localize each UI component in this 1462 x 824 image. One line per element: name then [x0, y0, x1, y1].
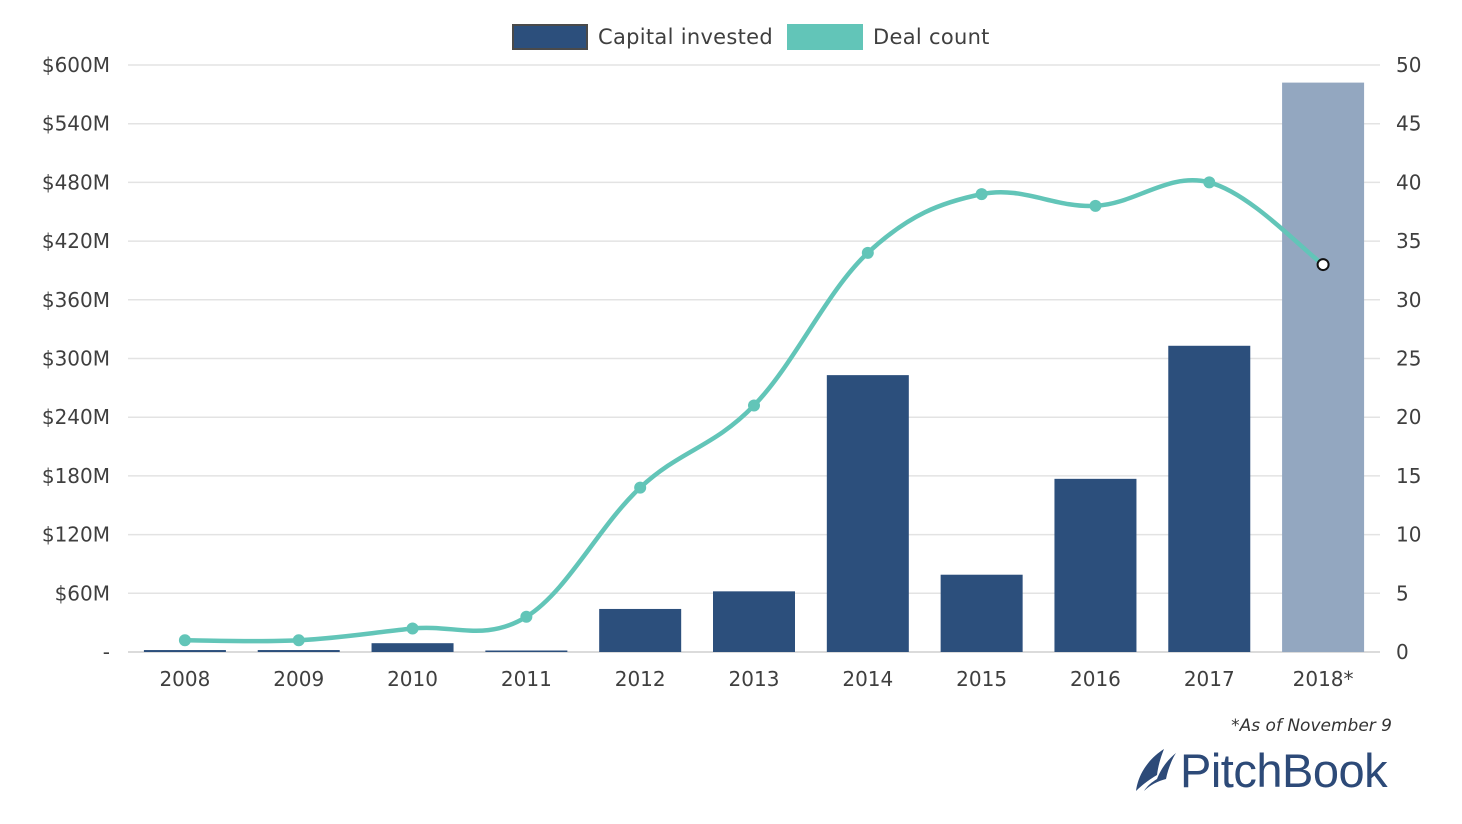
deal-count-point[interactable] [1316, 258, 1330, 272]
y-left-tick-label: - [103, 640, 110, 664]
capital-bar[interactable] [940, 574, 1023, 652]
y-left-tick-label: $600M [42, 53, 110, 77]
pitchbook-logo-icon [1136, 749, 1176, 791]
deal-count-point[interactable] [634, 481, 647, 494]
y-right-tick-label: 45 [1396, 112, 1421, 136]
y-right-tick-label: 50 [1396, 53, 1421, 77]
capital-bar[interactable] [1054, 478, 1137, 652]
pitchbook-logo-text: PitchBook [1180, 743, 1388, 797]
legend-item-deal-count[interactable]: Deal count [787, 20, 990, 54]
deal-count-point[interactable] [1203, 176, 1216, 189]
y-right-tick-label: 35 [1396, 229, 1421, 253]
x-tick-label: 2018* [1293, 667, 1354, 691]
y-left-tick-label: $240M [42, 405, 110, 429]
legend-swatch-capital [512, 24, 588, 50]
x-tick-label: 2015 [956, 667, 1007, 691]
deal-count-point[interactable] [1089, 199, 1102, 212]
deal-count-point[interactable] [975, 188, 988, 201]
y-right-tick-label: 40 [1396, 170, 1421, 194]
capital-bar[interactable] [143, 650, 226, 652]
legend-swatch-deal-count [787, 24, 863, 50]
y-right-tick-label: 15 [1396, 464, 1421, 488]
y-left-tick-label: $180M [42, 464, 110, 488]
x-tick-label: 2016 [1070, 667, 1121, 691]
capital-bar[interactable] [371, 643, 454, 652]
y-right-tick-label: 10 [1396, 523, 1421, 547]
x-axis-ticks: 2008 2009 2010 2011 2012 2013 2014 2015 2016 2017… [159, 667, 1353, 691]
x-tick-label: 2013 [729, 667, 780, 691]
x-tick-label: 2009 [273, 667, 324, 691]
capital-bar[interactable] [485, 650, 568, 653]
y-right-tick-label: 20 [1396, 405, 1421, 429]
capital-bar[interactable] [257, 650, 340, 652]
deal-count-point[interactable] [178, 634, 191, 647]
legend-label-capital: Capital invested [598, 25, 774, 49]
x-tick-label: 2008 [159, 667, 210, 691]
y-left-tick-label: $480M [42, 170, 110, 194]
deal-count-point[interactable] [292, 634, 305, 647]
deal-count-point[interactable] [520, 610, 533, 623]
y-left-tick-label: $420M [42, 229, 110, 253]
legend: Capital invested Deal count [0, 20, 1462, 54]
x-tick-label: 2017 [1184, 667, 1235, 691]
grid-lines [128, 64, 1380, 653]
right-axis-ticks: 0 5 10 15 20 25 30 35 40 45 50 [1396, 53, 1421, 664]
capital-bar[interactable] [1168, 345, 1251, 652]
x-tick-label: 2010 [387, 667, 438, 691]
footnote: *As of November 9 [1231, 716, 1392, 736]
y-right-tick-label: 5 [1396, 581, 1409, 605]
left-axis-ticks: - $60M $120M $180M $240M $300M $360M $420M $480M… [42, 53, 110, 664]
capital-bars [143, 82, 1365, 653]
y-left-tick-label: $60M [55, 581, 110, 605]
y-left-tick-label: $360M [42, 288, 110, 312]
deal-count-line [178, 176, 1330, 647]
deal-count-point[interactable] [861, 246, 874, 259]
y-left-tick-label: $120M [42, 523, 110, 547]
deal-count-point[interactable] [748, 399, 760, 412]
x-tick-label: 2012 [615, 667, 666, 691]
legend-item-capital[interactable]: Capital invested [512, 20, 773, 54]
pitchbook-logo: PitchBook [1130, 738, 1388, 802]
x-tick-label: 2014 [842, 667, 893, 691]
capital-bar[interactable] [826, 375, 909, 652]
legend-label-deal-count: Deal count [873, 25, 990, 49]
y-right-tick-label: 30 [1396, 288, 1421, 312]
capital-bar[interactable] [1282, 82, 1365, 653]
y-left-tick-label: $300M [42, 347, 110, 371]
capital-bar[interactable] [599, 608, 682, 652]
x-tick-label: 2011 [501, 667, 552, 691]
deal-count-point[interactable] [406, 622, 419, 635]
capital-bar[interactable] [713, 591, 795, 652]
y-right-tick-label: 25 [1396, 347, 1421, 371]
y-right-tick-label: 0 [1396, 640, 1409, 664]
y-left-tick-label: $540M [42, 112, 110, 136]
